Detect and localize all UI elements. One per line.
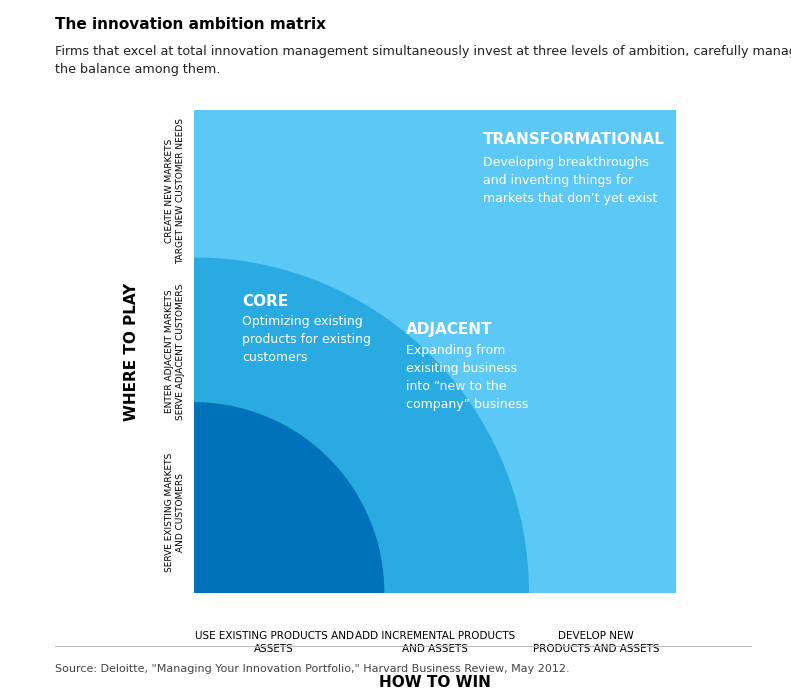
Polygon shape bbox=[194, 403, 384, 593]
Text: CORE: CORE bbox=[242, 294, 289, 309]
Text: USE EXISTING PRODUCTS AND
ASSETS: USE EXISTING PRODUCTS AND ASSETS bbox=[195, 631, 354, 654]
Text: DEVELOP NEW
PRODUCTS AND ASSETS: DEVELOP NEW PRODUCTS AND ASSETS bbox=[532, 631, 659, 654]
Text: ENTER ADJACENT MARKETS
SERVE ADJACENT CUSTOMERS: ENTER ADJACENT MARKETS SERVE ADJACENT CU… bbox=[165, 283, 184, 420]
Text: ADJACENT: ADJACENT bbox=[406, 322, 493, 338]
Text: TRANSFORMATIONAL: TRANSFORMATIONAL bbox=[483, 132, 665, 147]
Text: Firms that excel at total innovation management simultaneously invest at three l: Firms that excel at total innovation man… bbox=[55, 45, 791, 76]
Text: Expanding from
exisiting business
into “new to the
company” business: Expanding from exisiting business into “… bbox=[406, 344, 528, 411]
Text: ADD INCREMENTAL PRODUCTS
AND ASSETS: ADD INCREMENTAL PRODUCTS AND ASSETS bbox=[355, 631, 515, 654]
Text: Developing breakthroughs
and inventing things for
markets that don’t yet exist: Developing breakthroughs and inventing t… bbox=[483, 156, 657, 205]
Polygon shape bbox=[194, 258, 528, 593]
Text: CREATE NEW MARKETS
TARGET NEW CUSTOMER NEEDS: CREATE NEW MARKETS TARGET NEW CUSTOMER N… bbox=[165, 118, 184, 264]
Text: SERVE EXISTING MARKETS
AND CUSTOMERS: SERVE EXISTING MARKETS AND CUSTOMERS bbox=[165, 453, 184, 572]
Text: Source: Deloitte, "Managing Your Innovation Portfolio," Harvard Business Review,: Source: Deloitte, "Managing Your Innovat… bbox=[55, 664, 570, 674]
Text: The innovation ambition matrix: The innovation ambition matrix bbox=[55, 17, 327, 32]
Text: WHERE TO PLAY: WHERE TO PLAY bbox=[123, 282, 138, 420]
Text: HOW TO WIN: HOW TO WIN bbox=[379, 675, 491, 689]
Text: Optimizing existing
products for existing
customers: Optimizing existing products for existin… bbox=[242, 316, 371, 364]
